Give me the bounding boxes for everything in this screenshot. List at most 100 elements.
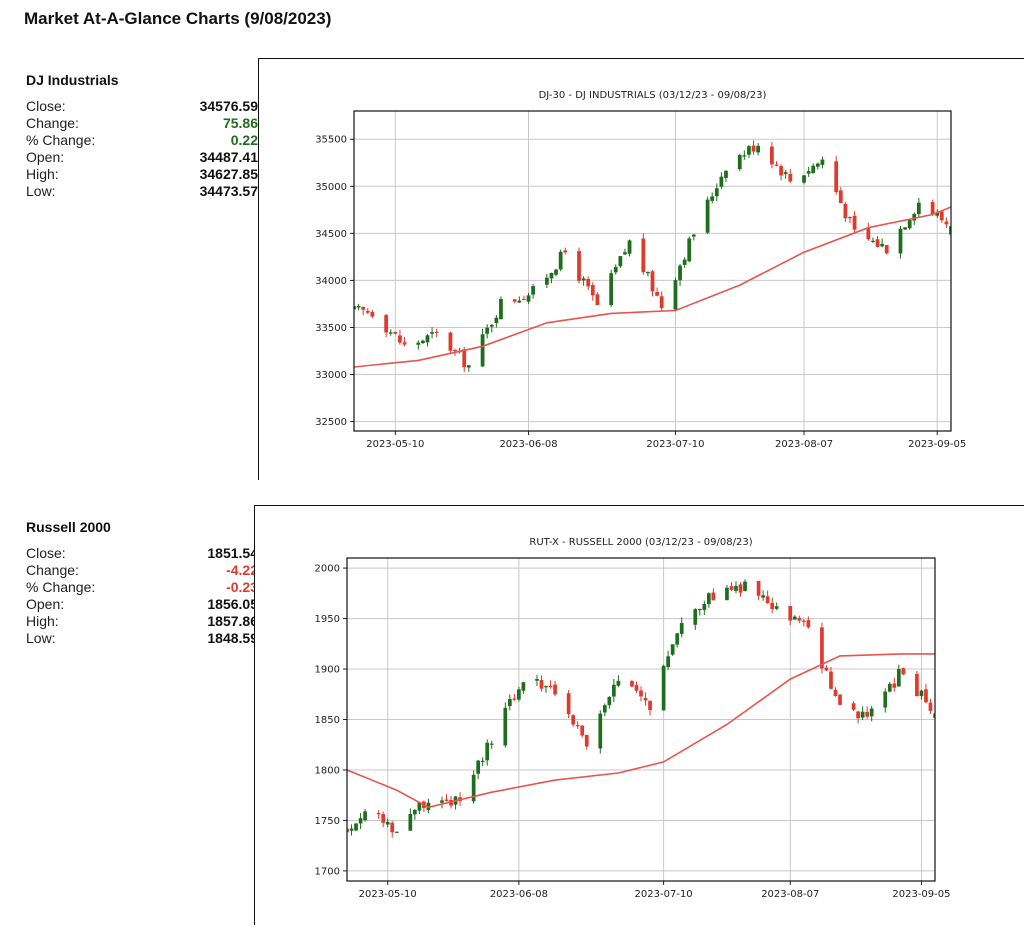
dj-candlestick-chart: DJ-30 - DJ INDUSTRIALS (03/12/23 - 09/08…	[315, 90, 966, 450]
candle-body	[903, 227, 907, 230]
candle-body	[737, 155, 742, 170]
candle-up	[526, 292, 531, 304]
candle-up	[358, 813, 363, 829]
dj-index-name: DJ Industrials	[26, 72, 119, 88]
stat-row-low: Low: 1848.59	[26, 630, 258, 647]
candle-up	[354, 305, 356, 312]
candle-down	[924, 683, 928, 704]
candle-body	[743, 581, 747, 591]
candle-body	[503, 707, 508, 746]
candle-up	[485, 324, 490, 339]
candle-body	[673, 280, 678, 310]
candle-body	[480, 760, 485, 762]
candle-down	[393, 331, 398, 335]
candle-body	[607, 696, 612, 706]
candle-body	[616, 680, 621, 686]
candle-up	[412, 809, 417, 820]
candle-body	[848, 217, 852, 219]
candle-up	[531, 283, 535, 299]
candle-body	[829, 671, 833, 689]
candle-down	[650, 269, 655, 297]
candle-up	[554, 268, 558, 277]
candle-body	[590, 285, 595, 296]
candles-group	[347, 579, 935, 838]
candle-body	[765, 596, 770, 604]
candle-down	[444, 794, 449, 802]
candle-down	[838, 187, 843, 204]
candle-body	[838, 190, 843, 204]
candle-down	[512, 299, 517, 304]
stat-row-pct-change: % Change: -0.23	[26, 579, 258, 596]
candle-up	[725, 584, 729, 601]
candle-up	[499, 296, 503, 320]
candle-down	[361, 306, 366, 316]
stat-label: Close:	[26, 545, 66, 561]
candle-body	[584, 734, 589, 747]
candle-up	[714, 183, 719, 202]
candle-body	[811, 165, 816, 174]
candle-down	[376, 810, 381, 820]
stat-value: 34576.59	[199, 98, 258, 114]
candle-body	[499, 298, 503, 320]
candle-body	[924, 689, 928, 703]
candle-body	[480, 334, 485, 367]
candle-down	[779, 164, 783, 181]
candle-body	[507, 699, 512, 707]
candle-down	[770, 142, 774, 169]
stat-label: High:	[26, 166, 59, 182]
candle-down	[856, 710, 860, 724]
candle-up	[919, 689, 924, 700]
candle-up	[887, 681, 892, 693]
candle-down	[930, 199, 935, 216]
candle-down	[370, 310, 375, 319]
candle-body	[630, 681, 634, 687]
candle-up	[761, 590, 765, 601]
y-tick-label: 1800	[315, 765, 340, 776]
candle-down	[939, 211, 944, 223]
candle-body	[866, 228, 871, 240]
candle-up	[363, 809, 367, 822]
x-tick-label: 2023-05-10	[359, 889, 417, 900]
stat-row-open: Open: 1856.05	[26, 596, 258, 613]
candle-body	[575, 725, 580, 727]
candle-body	[779, 166, 783, 176]
candle-down	[788, 169, 793, 184]
candle-body	[485, 742, 490, 761]
candle-body	[627, 240, 632, 254]
candle-body	[742, 155, 747, 157]
candle-body	[706, 593, 711, 604]
candle-body	[402, 342, 407, 345]
y-tick-label: 34000	[315, 276, 347, 287]
candle-body	[618, 256, 623, 267]
candle-body	[544, 686, 548, 688]
candle-up	[916, 197, 921, 218]
stat-value: 34627.85	[199, 166, 258, 182]
candle-up	[682, 257, 687, 268]
candle-body	[370, 311, 375, 317]
candle-body	[384, 315, 389, 333]
candle-body	[420, 340, 425, 344]
candle-down	[648, 700, 652, 716]
candle-down	[390, 821, 395, 838]
candle-body	[774, 606, 779, 609]
y-tick-label: 35500	[315, 135, 347, 146]
candle-body	[944, 221, 949, 225]
candle-body	[691, 234, 696, 237]
candle-body	[598, 713, 603, 749]
candle-up	[880, 238, 885, 248]
candle-down	[584, 734, 589, 750]
candle-up	[394, 831, 399, 833]
candle-down	[586, 276, 591, 291]
dj-stats-panel: DJ Industrials Close: 34576.59 Change: 75.…	[26, 72, 258, 200]
y-tick-label: 1900	[315, 665, 340, 676]
stat-label: Low:	[26, 630, 56, 646]
stat-value: 1848.59	[207, 630, 258, 646]
candle-down	[381, 811, 386, 828]
candle-down	[843, 201, 848, 222]
candle-down	[901, 667, 906, 676]
candle-body	[806, 171, 811, 174]
candle-down	[806, 616, 811, 629]
page-title: Market At-A-Glance Charts (9/08/2023)	[24, 9, 332, 28]
candle-body	[949, 226, 951, 235]
candle-body	[834, 161, 839, 193]
